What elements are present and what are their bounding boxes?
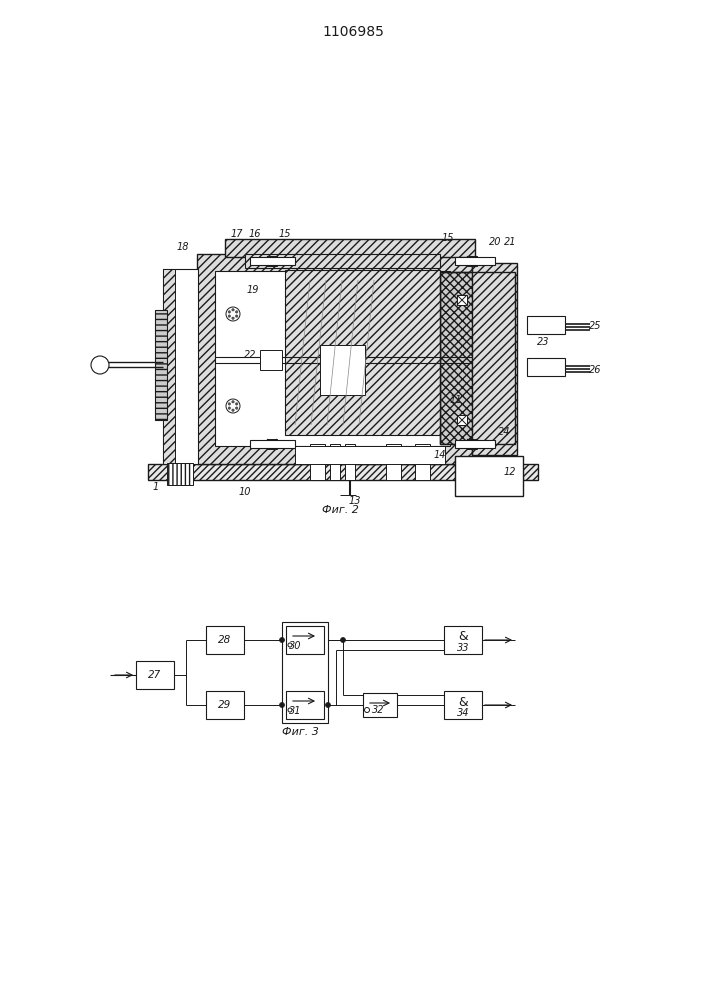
Circle shape	[288, 708, 292, 712]
Text: 23: 23	[537, 337, 549, 347]
Bar	[444, 626, 482, 654]
Text: 14: 14	[434, 450, 446, 460]
Bar	[260, 350, 282, 370]
Text: 30: 30	[289, 641, 302, 651]
Bar	[267, 439, 277, 449]
Circle shape	[325, 702, 330, 708]
Bar	[330, 444, 340, 480]
Text: 1: 1	[153, 482, 159, 492]
Circle shape	[232, 317, 234, 319]
Bar	[206, 626, 244, 654]
Text: 31: 31	[289, 706, 302, 716]
Text: 21: 21	[504, 237, 516, 247]
Bar	[286, 691, 324, 719]
Text: &: &	[458, 696, 468, 708]
Bar	[440, 272, 515, 444]
Text: 32: 32	[372, 705, 384, 715]
Bar	[155, 310, 167, 420]
Text: 20: 20	[489, 237, 501, 247]
Bar	[295, 446, 445, 464]
Text: Фиг. 3: Фиг. 3	[281, 727, 318, 737]
Text: 25: 25	[589, 321, 601, 331]
Bar	[310, 444, 325, 480]
Bar	[440, 272, 515, 444]
Bar	[206, 691, 244, 719]
Bar	[167, 463, 193, 485]
Circle shape	[226, 399, 240, 413]
Text: 10: 10	[239, 487, 251, 497]
Circle shape	[235, 311, 238, 313]
Bar	[163, 269, 198, 464]
Bar	[282, 622, 328, 723]
Text: 29: 29	[218, 700, 232, 710]
Bar	[225, 239, 475, 257]
Circle shape	[228, 407, 230, 409]
Circle shape	[232, 401, 234, 403]
Text: 24: 24	[498, 427, 510, 437]
Bar	[415, 444, 430, 480]
Circle shape	[279, 702, 284, 708]
Text: 19: 19	[247, 285, 259, 295]
Text: 17: 17	[230, 229, 243, 239]
Bar	[345, 444, 355, 480]
Bar	[363, 693, 397, 717]
Text: 34: 34	[457, 708, 469, 718]
Bar	[148, 464, 538, 480]
Text: 18: 18	[177, 242, 189, 252]
Bar	[215, 271, 450, 446]
Bar	[444, 691, 482, 719]
Circle shape	[228, 403, 230, 405]
Bar	[457, 295, 467, 305]
Circle shape	[279, 638, 284, 643]
Bar	[455, 440, 495, 448]
Text: 33: 33	[457, 643, 469, 653]
Text: 27: 27	[148, 670, 162, 680]
Bar	[250, 257, 295, 265]
Bar	[527, 358, 565, 376]
Circle shape	[341, 638, 346, 643]
Bar	[136, 661, 174, 689]
Text: Фиг. 2: Фиг. 2	[322, 505, 358, 515]
Text: 12: 12	[504, 467, 516, 477]
Text: 15: 15	[279, 229, 291, 239]
Text: 11: 11	[450, 395, 462, 405]
Bar	[285, 270, 440, 435]
Circle shape	[91, 356, 109, 374]
Text: 16: 16	[249, 229, 262, 239]
Bar	[386, 444, 401, 480]
Bar	[455, 257, 495, 265]
Bar	[197, 254, 472, 464]
Circle shape	[235, 407, 238, 409]
Circle shape	[232, 409, 234, 411]
Text: 26: 26	[589, 365, 601, 375]
Bar	[267, 256, 277, 266]
Text: 1106985: 1106985	[322, 25, 384, 39]
Text: 22: 22	[244, 350, 256, 360]
Bar	[467, 256, 477, 266]
Bar	[467, 439, 477, 449]
Bar	[163, 269, 175, 464]
Bar	[250, 440, 295, 448]
Circle shape	[228, 315, 230, 317]
Bar	[455, 456, 523, 496]
Bar	[245, 254, 440, 268]
Bar	[527, 316, 565, 334]
Bar	[457, 415, 467, 425]
Circle shape	[232, 309, 234, 311]
Circle shape	[226, 307, 240, 321]
Circle shape	[288, 643, 292, 647]
Text: &: &	[458, 631, 468, 644]
Circle shape	[228, 311, 230, 313]
Circle shape	[235, 403, 238, 405]
Bar	[286, 626, 324, 654]
Circle shape	[235, 315, 238, 317]
Text: 28: 28	[218, 635, 232, 645]
Text: 15: 15	[442, 233, 455, 243]
Text: 13: 13	[349, 496, 361, 506]
Bar	[320, 345, 365, 395]
Circle shape	[365, 708, 370, 712]
Bar	[472, 263, 517, 455]
